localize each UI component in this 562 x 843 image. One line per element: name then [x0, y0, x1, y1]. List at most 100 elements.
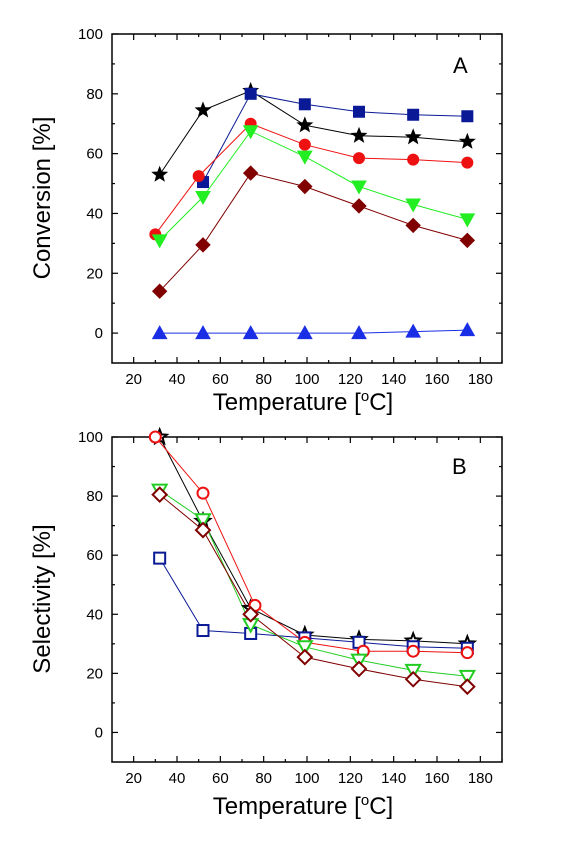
y-tick-label: 60: [86, 547, 103, 564]
series-markers-star: [149, 426, 478, 653]
series-markers-triangle-up: [151, 322, 476, 340]
y-tick-label: 40: [86, 606, 103, 623]
data-point-circle: [192, 170, 205, 183]
series-line: [159, 90, 468, 175]
x-axis-label: Temperature [oC]: [213, 388, 393, 416]
data-point-triangle-down: [296, 640, 314, 656]
data-point-diamond: [351, 198, 367, 214]
x-tick-label: 120: [338, 770, 363, 787]
chart-panel-b: 20 40 60 80 100 120 140 160 180 0 20 40 60 80 100 B Sele…: [29, 426, 503, 820]
series-square: [202, 93, 468, 183]
y-tick-label: 20: [86, 265, 103, 282]
series-markers-triangle-down: [150, 483, 477, 686]
series-star: [159, 90, 468, 175]
data-point-diamond: [194, 521, 212, 539]
data-point-triangle-down: [458, 669, 477, 686]
x-tick-label: 40: [169, 371, 186, 388]
data-point-triangle-down: [296, 150, 313, 165]
data-point-diamond: [242, 165, 259, 181]
data-point-circle: [353, 152, 365, 165]
x-axis-label-unit: C]: [369, 389, 393, 416]
data-point-circle: [298, 138, 311, 151]
data-point-square: [461, 110, 474, 123]
data-point-star: [350, 126, 368, 143]
series-line: [154, 436, 468, 654]
x-tick-label: 180: [468, 371, 493, 388]
x-tick-label: 60: [212, 371, 229, 388]
x-tick-label: 160: [424, 371, 449, 388]
data-point-diamond: [297, 178, 313, 195]
series-markers-diamond: [151, 165, 476, 299]
data-point-diamond: [405, 217, 421, 234]
data-point-diamond: [350, 660, 368, 678]
data-point-triangle-up: [242, 325, 259, 340]
x-tick-label: 80: [255, 770, 272, 787]
data-point-triangle-up: [195, 325, 211, 340]
x-tick-label: 60: [212, 770, 229, 787]
data-point-square: [196, 624, 210, 638]
x-tick-label: 20: [125, 371, 142, 388]
data-point-diamond: [151, 283, 168, 299]
y-tick-label: 100: [78, 26, 103, 43]
data-point-triangle-down: [151, 234, 168, 249]
data-point-triangle-up: [151, 325, 168, 340]
series-star: [159, 436, 468, 645]
data-point-triangle-up: [296, 325, 313, 340]
data-point-star: [194, 101, 212, 118]
data-point-triangle-up: [405, 323, 422, 338]
data-point-circle: [196, 486, 210, 500]
series-line: [202, 93, 468, 183]
y-tick-label: 100: [78, 429, 103, 446]
x-tick-label: 40: [169, 770, 186, 787]
series-markers-triangle-down: [151, 125, 476, 249]
x-tick-label: 140: [381, 371, 406, 388]
series-diamond: [159, 172, 468, 292]
data-point-triangle-down: [195, 191, 211, 206]
data-point-diamond: [458, 678, 476, 696]
data-point-circle: [406, 644, 420, 658]
data-point-diamond: [404, 670, 422, 688]
chart-panel-a: 20 40 60 80 100 120 140 160 180 0 20 40 60 80 100 A Conv…: [29, 26, 503, 416]
data-point-circle: [407, 153, 420, 166]
data-point-square: [153, 551, 167, 565]
y-tick-label: 20: [86, 665, 103, 682]
y-tick-label: 40: [86, 205, 103, 222]
data-point-square: [407, 108, 420, 121]
panel-label: B: [452, 454, 467, 479]
data-point-star: [151, 165, 169, 182]
series-markers-diamond: [151, 486, 476, 696]
degree-sign: o: [361, 388, 369, 405]
series-line: [159, 172, 468, 292]
x-tick-label: 100: [294, 770, 319, 787]
y-tick-label: 0: [95, 325, 103, 342]
data-point-circle: [148, 430, 162, 444]
data-point-diamond: [459, 232, 476, 249]
y-tick-label: 0: [95, 724, 103, 741]
series-circle: [154, 436, 468, 654]
plot-frame: [111, 33, 503, 364]
data-point-diamond: [151, 486, 169, 504]
data-point-diamond: [242, 605, 260, 623]
panel-label: A: [453, 53, 468, 78]
plot-frame: [111, 436, 503, 763]
data-point-star: [296, 116, 314, 133]
x-axis-label-text: Temperature [: [213, 793, 361, 820]
data-point-triangle-up: [459, 322, 476, 337]
x-axis-label-unit: C]: [369, 793, 393, 820]
y-axis-label: Selectivity [%]: [29, 524, 56, 673]
x-tick-label: 80: [255, 371, 272, 388]
data-point-triangle-down: [459, 213, 476, 228]
data-point-circle: [461, 156, 474, 169]
x-tick-label: 100: [294, 371, 319, 388]
y-axis-label: Conversion [%]: [29, 117, 56, 280]
data-point-star: [404, 128, 422, 145]
x-tick-label: 180: [468, 770, 493, 787]
data-point-circle: [460, 646, 474, 660]
data-point-square: [298, 98, 311, 111]
degree-sign: o: [361, 792, 369, 809]
data-point-square: [353, 105, 365, 118]
x-tick-label: 140: [381, 770, 406, 787]
series-markers-square: [197, 87, 474, 189]
data-point-star: [458, 132, 476, 149]
